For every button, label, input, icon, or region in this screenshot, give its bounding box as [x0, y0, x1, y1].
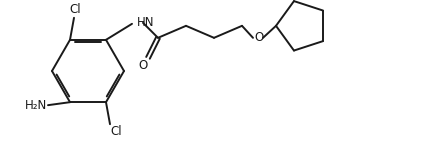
Text: HN: HN [137, 16, 154, 29]
Text: O: O [138, 59, 148, 72]
Text: H₂N: H₂N [25, 99, 47, 112]
Text: O: O [254, 31, 264, 44]
Text: Cl: Cl [110, 125, 122, 138]
Text: Cl: Cl [69, 3, 81, 16]
